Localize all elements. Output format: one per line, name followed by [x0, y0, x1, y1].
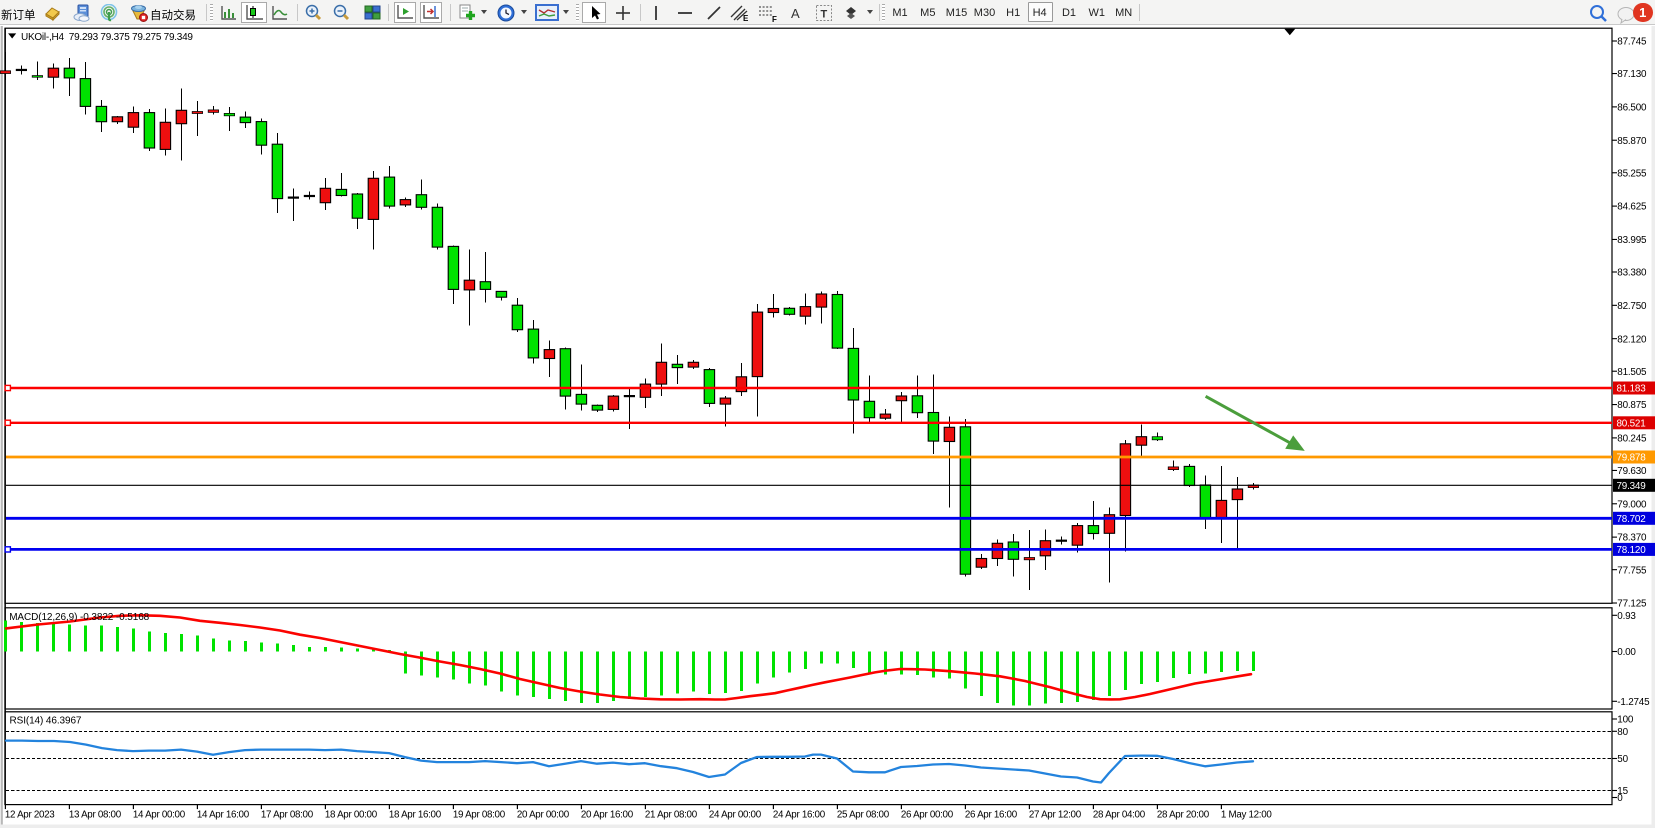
svg-text:RSI(14) 46.3967: RSI(14) 46.3967 [10, 716, 82, 727]
svg-text:T: T [821, 9, 828, 21]
svg-text:80.521: 80.521 [1617, 419, 1647, 430]
svg-text:20 Apr 00:00: 20 Apr 00:00 [517, 810, 570, 821]
svg-text:77.755: 77.755 [1617, 565, 1647, 576]
svg-text:87.745: 87.745 [1617, 37, 1647, 48]
svg-text:UKOil-,H4 79.293 79.375 79.27: UKOil-,H4 79.293 79.375 79.275 79.349 [21, 32, 193, 43]
svg-text:19 Apr 08:00: 19 Apr 08:00 [453, 810, 506, 821]
svg-text:14 Apr 16:00: 14 Apr 16:00 [197, 810, 250, 821]
svg-text:78.702: 78.702 [1617, 514, 1646, 525]
svg-text:83.380: 83.380 [1617, 268, 1647, 279]
svg-text:85.870: 85.870 [1617, 136, 1647, 147]
svg-text:26 Apr 00:00: 26 Apr 00:00 [901, 810, 954, 821]
svg-text:79.000: 79.000 [1617, 499, 1647, 510]
svg-text:100: 100 [1617, 715, 1634, 726]
svg-text:18 Apr 16:00: 18 Apr 16:00 [389, 810, 442, 821]
svg-text:27 Apr 12:00: 27 Apr 12:00 [1029, 810, 1082, 821]
svg-text:50: 50 [1617, 754, 1628, 765]
svg-text:85.255: 85.255 [1617, 168, 1647, 179]
svg-text:80.245: 80.245 [1617, 434, 1647, 445]
svg-text:28 Apr 20:00: 28 Apr 20:00 [1157, 810, 1210, 821]
svg-text:14 Apr 00:00: 14 Apr 00:00 [133, 810, 186, 821]
svg-text:84.625: 84.625 [1617, 202, 1647, 213]
svg-text:80: 80 [1617, 727, 1628, 738]
svg-text:79.878: 79.878 [1617, 453, 1647, 464]
svg-text:15: 15 [1617, 786, 1628, 797]
svg-text:28 Apr 04:00: 28 Apr 04:00 [1093, 810, 1146, 821]
svg-text:82.750: 82.750 [1617, 301, 1647, 312]
svg-text:24 Apr 16:00: 24 Apr 16:00 [773, 810, 826, 821]
svg-text:77.125: 77.125 [1617, 599, 1647, 610]
svg-text:18 Apr 00:00: 18 Apr 00:00 [325, 810, 378, 821]
svg-text:78.120: 78.120 [1617, 545, 1647, 556]
svg-text:79.349: 79.349 [1617, 481, 1647, 492]
svg-text:21 Apr 08:00: 21 Apr 08:00 [645, 810, 698, 821]
svg-text:17 Apr 08:00: 17 Apr 08:00 [261, 810, 314, 821]
svg-text:1 May 12:00: 1 May 12:00 [1221, 810, 1272, 821]
svg-text:81.183: 81.183 [1617, 384, 1647, 395]
svg-text:-1.2745: -1.2745 [1617, 697, 1650, 708]
svg-text:25 Apr 08:00: 25 Apr 08:00 [837, 810, 890, 821]
svg-text:MACD(12,26,9) -0.3822 -0.5168: MACD(12,26,9) -0.3822 -0.5168 [9, 612, 149, 623]
svg-text:0: 0 [1617, 793, 1623, 804]
svg-text:0.00: 0.00 [1617, 647, 1636, 658]
svg-text:87.130: 87.130 [1617, 69, 1647, 80]
svg-text:13 Apr 08:00: 13 Apr 08:00 [69, 810, 122, 821]
svg-text:81.505: 81.505 [1617, 367, 1647, 378]
svg-text:83.995: 83.995 [1617, 235, 1647, 246]
svg-text:F: F [772, 15, 777, 23]
svg-text:82.120: 82.120 [1617, 334, 1647, 345]
svg-text:26 Apr 16:00: 26 Apr 16:00 [965, 810, 1018, 821]
svg-text:0.93: 0.93 [1617, 611, 1636, 622]
svg-text:86.500: 86.500 [1617, 102, 1647, 113]
svg-text:12 Apr 2023: 12 Apr 2023 [5, 810, 55, 821]
svg-text:78.370: 78.370 [1617, 533, 1647, 544]
svg-text:80.875: 80.875 [1617, 400, 1647, 411]
svg-text:79.630: 79.630 [1617, 466, 1647, 477]
svg-text:20 Apr 16:00: 20 Apr 16:00 [581, 810, 634, 821]
svg-text:E: E [743, 14, 749, 23]
svg-text:24 Apr 00:00: 24 Apr 00:00 [709, 810, 762, 821]
